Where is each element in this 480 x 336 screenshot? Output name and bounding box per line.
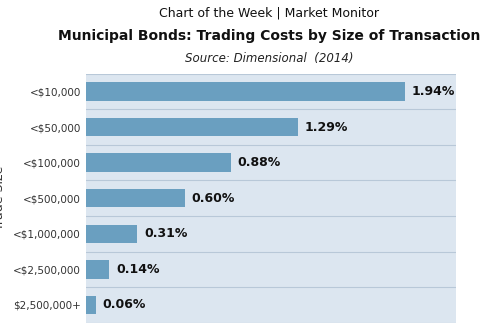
- Bar: [86, 154, 231, 172]
- Text: 0.31%: 0.31%: [144, 227, 187, 240]
- Text: Chart of the Week | Market Monitor: Chart of the Week | Market Monitor: [159, 7, 379, 20]
- Bar: [86, 118, 298, 136]
- Bar: [86, 189, 185, 207]
- Bar: [86, 224, 137, 243]
- Text: Source: Dimensional  (2014): Source: Dimensional (2014): [184, 52, 353, 65]
- Text: 0.14%: 0.14%: [116, 263, 159, 276]
- Text: 0.60%: 0.60%: [192, 192, 235, 205]
- Bar: [86, 82, 405, 101]
- Text: Municipal Bonds: Trading Costs by Size of Transaction: Municipal Bonds: Trading Costs by Size o…: [58, 29, 480, 43]
- Text: 1.29%: 1.29%: [305, 121, 348, 134]
- Text: 0.06%: 0.06%: [103, 298, 146, 311]
- Y-axis label: Trade Size: Trade Size: [0, 166, 6, 230]
- Bar: [86, 260, 109, 279]
- Text: 0.88%: 0.88%: [238, 156, 281, 169]
- Text: 1.94%: 1.94%: [412, 85, 455, 98]
- Bar: [86, 296, 96, 314]
